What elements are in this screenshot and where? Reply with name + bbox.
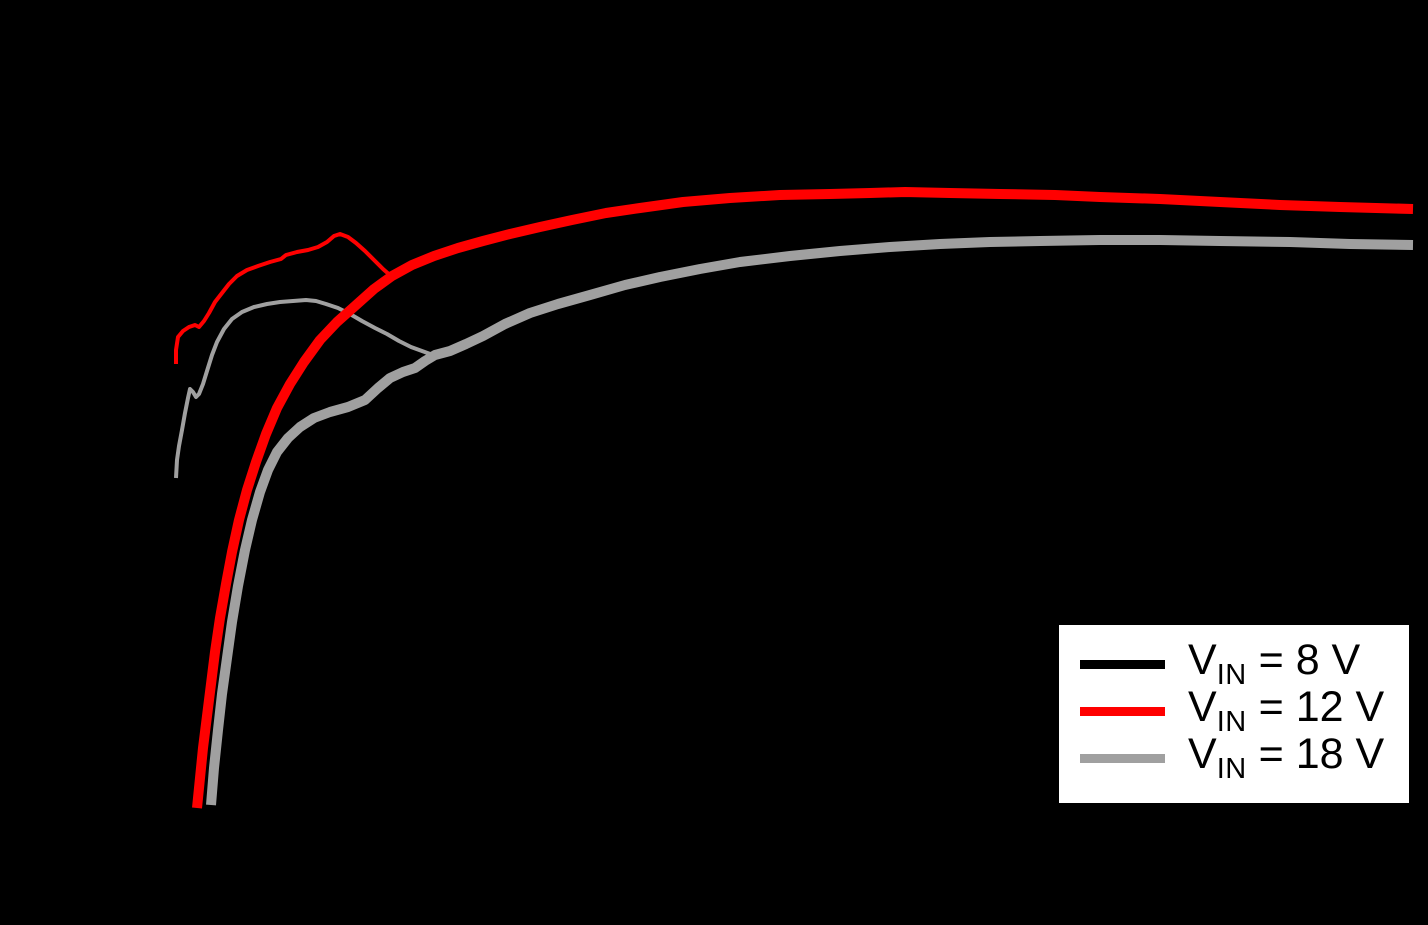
legend-label-subscript: IN: [1216, 706, 1247, 738]
curve-vin18v-light-load: [174, 298, 434, 479]
legend-label-subscript: IN: [1216, 659, 1247, 691]
legend: VIN = 8 V VIN = 12 V VIN = 18 V: [1056, 622, 1412, 806]
legend-row-vin-18v: VIN = 18 V: [1059, 733, 1409, 784]
legend-label-vin-12v: VIN = 12 V: [1188, 686, 1384, 737]
curve-vin12v-main: [192, 187, 1414, 809]
legend-line-sample-black: [1080, 660, 1165, 669]
legend-label-prefix: V: [1188, 730, 1217, 778]
legend-label-vin-8v: VIN = 8 V: [1188, 639, 1360, 690]
legend-label-vin-18v: VIN = 18 V: [1188, 733, 1384, 784]
curve-vin18v-main: [206, 235, 1414, 806]
legend-row-vin-12v: VIN = 12 V: [1059, 686, 1409, 737]
legend-line-sample-red: [1080, 707, 1165, 716]
legend-label-value: = 12 V: [1246, 683, 1385, 731]
curve-vin12v-light-load: [174, 232, 393, 364]
legend-line-sample-gray: [1080, 754, 1165, 763]
legend-label-prefix: V: [1188, 683, 1217, 731]
legend-label-prefix: V: [1188, 636, 1217, 684]
legend-label-subscript: IN: [1216, 753, 1247, 785]
legend-row-vin-8v: VIN = 8 V: [1059, 639, 1409, 690]
legend-label-value: = 18 V: [1246, 730, 1385, 778]
legend-label-value: = 8 V: [1246, 636, 1361, 684]
